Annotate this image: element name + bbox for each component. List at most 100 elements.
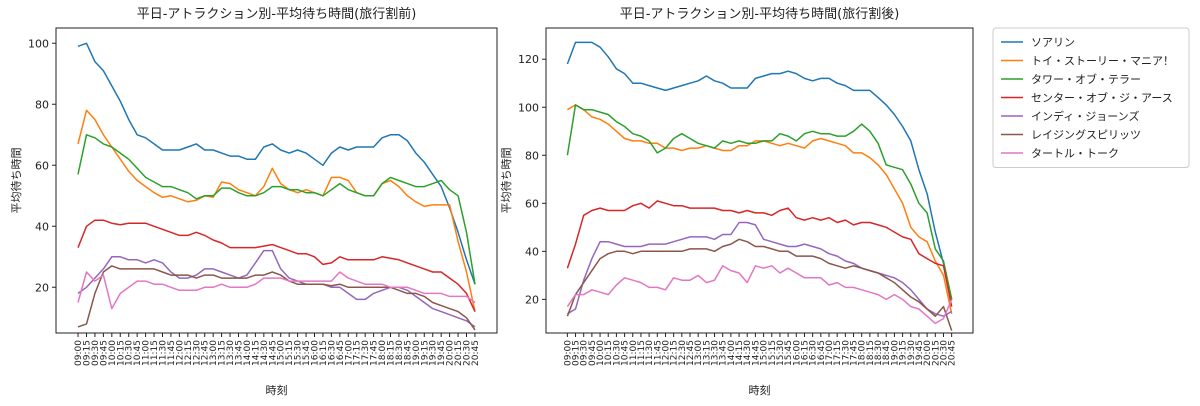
x-tick-label: 10:15: [604, 340, 614, 366]
x-tick-label: 15:30: [294, 340, 304, 366]
x-tick-label: 19:45: [437, 340, 447, 366]
x-tick-label: 12:15: [184, 340, 194, 366]
series-line: [567, 104, 953, 314]
series-line: [77, 109, 476, 312]
x-tick-label: 15:15: [285, 340, 295, 366]
x-tick-label: 14:45: [751, 340, 761, 366]
plot-frame: [55, 27, 498, 334]
series-line: [77, 271, 476, 310]
x-tick-label: 20:45: [948, 340, 958, 366]
x-tick-label: 13:45: [719, 340, 729, 366]
y-tick-label: 100: [518, 101, 539, 114]
x-tick-label: 14:00: [727, 340, 737, 366]
legend-label: センター・オブ・ジ・アース: [1031, 91, 1173, 105]
x-tick-label: 14:15: [735, 340, 745, 366]
x-tick-label: 16:45: [817, 340, 827, 366]
x-tick-label: 12:45: [201, 340, 211, 366]
x-tick-label: 15:30: [776, 340, 786, 366]
x-tick-label: 15:45: [302, 340, 312, 366]
series-line: [77, 219, 476, 312]
legend-label: ソアリン: [1031, 36, 1075, 49]
y-tick-label: 20: [525, 293, 539, 306]
plot-frame: [545, 27, 974, 334]
x-tick-label: 15:00: [760, 340, 770, 366]
x-tick-label: 12:00: [175, 340, 185, 366]
x-tick-label: 12:15: [670, 340, 680, 366]
x-tick-label: 18:15: [387, 340, 397, 366]
y-tick-label: 120: [518, 53, 539, 66]
x-tick-label: 17:15: [353, 340, 363, 366]
x-tick-label: 10:30: [125, 340, 135, 366]
y-tick-label: 80: [35, 98, 49, 111]
x-tick-label: 19:15: [899, 340, 909, 366]
y-tick-label: 60: [525, 197, 539, 210]
x-tick-label: 16:00: [792, 340, 802, 366]
x-tick-label: 18:45: [882, 340, 892, 366]
x-tick-label: 13:00: [209, 340, 219, 366]
legend-label: レイジングスピリッツ: [1031, 128, 1141, 142]
series-line: [77, 249, 476, 328]
series-line: [77, 134, 476, 285]
x-tick-label: 11:15: [150, 340, 160, 366]
x-tick-label: 10:30: [612, 340, 622, 366]
series-line: [566, 41, 953, 300]
x-tick-label: 09:30: [580, 340, 590, 366]
y-axis-label: 平均待ち時間: [9, 148, 23, 214]
legend-label: タワー・オブ・テラー: [1031, 72, 1141, 86]
x-tick-label: 16:30: [327, 340, 337, 366]
series-line: [567, 221, 953, 317]
legend-label: インディ・ジョーンズ: [1031, 109, 1139, 123]
x-axis-label: 時刻: [266, 383, 288, 397]
x-tick-label: 10:00: [108, 340, 118, 366]
series-line: [566, 238, 953, 331]
x-tick-label: 19:45: [915, 340, 925, 366]
x-tick-label: 14:30: [743, 340, 753, 366]
y-tick-label: 40: [35, 220, 49, 233]
chart-title: 平日-アトラクション別-平均待ち時間(旅行割前): [137, 6, 417, 22]
x-tick-label: 17:15: [833, 340, 843, 366]
x-tick-label: 16:45: [336, 340, 346, 366]
series-line: [566, 265, 953, 325]
y-tick-label: 40: [525, 245, 539, 258]
x-tick-label: 14:00: [243, 340, 253, 366]
x-tick-label: 14:15: [251, 340, 261, 366]
x-tick-label: 16:15: [319, 340, 329, 366]
x-tick-label: 09:45: [99, 340, 109, 366]
x-tick-label: 16:15: [800, 340, 810, 366]
x-tick-label: 20:45: [471, 340, 481, 366]
x-tick-label: 19:30: [429, 340, 439, 366]
x-tick-label: 17:00: [825, 340, 835, 366]
x-tick-label: 12:30: [192, 340, 202, 366]
x-tick-label: 19:00: [412, 340, 422, 366]
x-tick-label: 10:00: [596, 340, 606, 366]
x-tick-label: 17:30: [841, 340, 851, 366]
x-tick-label: 20:00: [923, 340, 933, 366]
x-tick-label: 11:45: [653, 340, 663, 366]
x-tick-label: 09:00: [74, 340, 84, 366]
x-tick-label: 19:30: [907, 340, 917, 366]
x-tick-label: 13:45: [234, 340, 244, 366]
chart-title: 平日-アトラクション別-平均待ち時間(旅行割後): [620, 6, 900, 22]
x-tick-label: 17:30: [361, 340, 371, 366]
y-axis-label: 平均待ち時間: [499, 148, 513, 214]
x-tick-label: 18:15: [866, 340, 876, 366]
y-tick-label: 20: [35, 281, 49, 294]
x-tick-label: 09:45: [588, 340, 598, 366]
y-tick-label: 60: [35, 159, 49, 172]
x-tick-label: 20:15: [931, 340, 941, 366]
x-tick-label: 18:00: [858, 340, 868, 366]
x-tick-label: 11:30: [158, 340, 168, 366]
x-tick-label: 18:30: [874, 340, 884, 366]
legend-frame: [992, 27, 1190, 168]
series-line: [566, 104, 953, 300]
x-tick-label: 10:45: [621, 340, 631, 366]
x-tick-label: 16:00: [311, 340, 321, 366]
x-tick-label: 11:45: [167, 340, 177, 366]
x-tick-label: 17:00: [344, 340, 354, 366]
x-tick-label: 15:45: [784, 340, 794, 366]
x-tick-label: 14:45: [268, 340, 278, 366]
x-tick-label: 18:00: [378, 340, 388, 366]
x-axis-label: 時刻: [749, 383, 771, 397]
legend-label: トイ・ストーリー・マニア！: [1031, 55, 1174, 68]
